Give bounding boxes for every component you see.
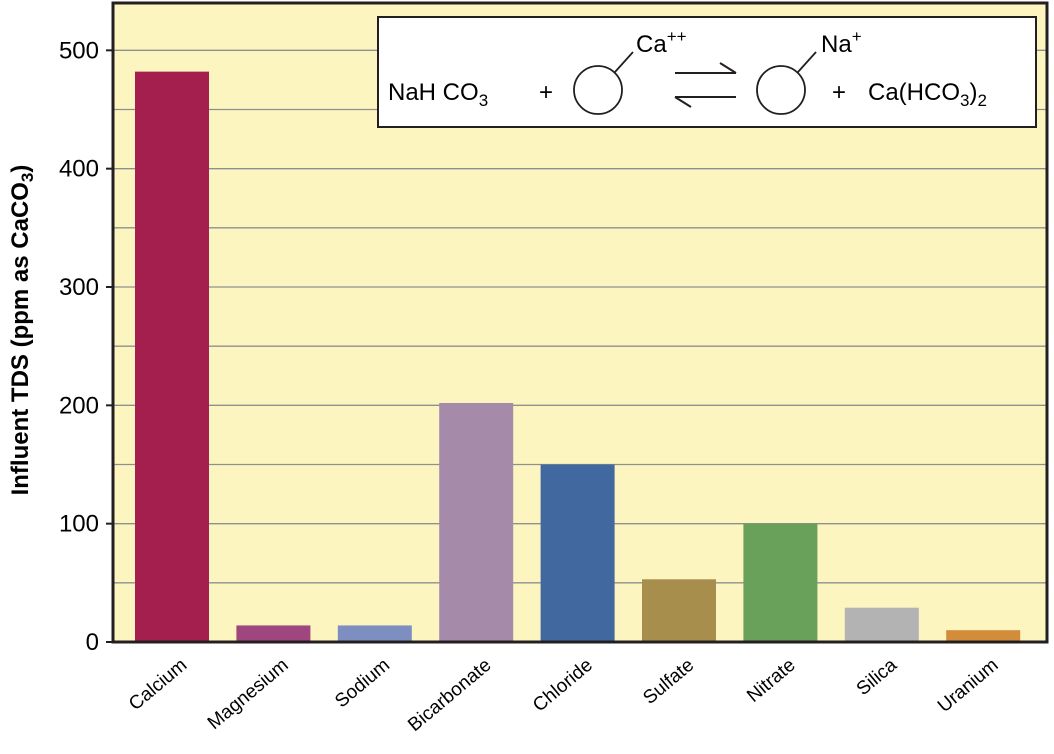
equation-product-sub-2: 2 bbox=[977, 91, 986, 110]
resin-bond-right bbox=[797, 51, 817, 73]
bar-sulfate bbox=[642, 579, 716, 642]
bar-chloride bbox=[540, 464, 615, 642]
equation-reactant: NaH CO3 bbox=[388, 79, 488, 110]
bar-uranium bbox=[946, 630, 1021, 642]
bar-calcium bbox=[135, 71, 209, 643]
x-tick-label-chloride: Chloride bbox=[529, 655, 597, 717]
equation-box: NaH CO3 + Ca++ Na+ + Ca(HCO3)2 bbox=[377, 16, 1037, 128]
resin-ion-left: Ca++ bbox=[636, 27, 687, 58]
x-tick-label-magnesium: Magnesium bbox=[204, 655, 293, 734]
equation-product-sub-1: 3 bbox=[960, 91, 969, 110]
resin-ion-right: Na+ bbox=[821, 27, 862, 58]
x-tick-label-sodium: Sodium bbox=[331, 655, 394, 712]
x-tick-label-bicarbonate: Bicarbonate bbox=[404, 655, 495, 736]
equation-reactant-sub: 3 bbox=[479, 91, 488, 110]
equilibrium-arrows-icon bbox=[674, 62, 737, 108]
equation-product: Ca(HCO3)2 bbox=[868, 79, 987, 110]
x-tick-label-silica: Silica bbox=[853, 654, 902, 700]
bar-nitrate bbox=[743, 523, 818, 642]
plot-frame bbox=[111, 1, 1049, 644]
bar-bicarbonate bbox=[439, 402, 514, 642]
y-axis-ticks: 0 100 200 300 400 500 bbox=[59, 37, 113, 656]
equation-product-text: Ca(HCO bbox=[868, 79, 960, 106]
bar-magnesium bbox=[236, 625, 311, 642]
y-axis-label-sub: 3 bbox=[18, 173, 37, 182]
equation-product-close: ) bbox=[969, 79, 977, 106]
y-axis-label-close: ) bbox=[7, 165, 34, 173]
equation-plus-1: + bbox=[539, 79, 553, 106]
equation-plus-2: + bbox=[832, 79, 846, 106]
y-axis-label-main: Influent TDS (ppm as CaCO bbox=[7, 182, 34, 495]
bar-sodium bbox=[337, 625, 412, 642]
bars bbox=[135, 71, 1021, 643]
resin-ion-right-text: Na bbox=[821, 31, 852, 58]
bar-silica bbox=[844, 607, 919, 642]
y-axis-label: Influent TDS (ppm as CaCO3) bbox=[7, 165, 37, 496]
resin-bond-left bbox=[614, 51, 634, 73]
y-tick-label-0: 0 bbox=[86, 629, 99, 656]
x-tick-label-nitrate: Nitrate bbox=[743, 655, 799, 707]
x-tick-label-calcium: Calcium bbox=[125, 655, 191, 715]
resin-bead-left-icon bbox=[573, 65, 623, 115]
y-tick-label-400: 400 bbox=[59, 156, 99, 183]
x-tick-label-sulfate: Sulfate bbox=[639, 655, 698, 709]
equation-reactant-text: NaH CO bbox=[388, 79, 479, 106]
x-axis-labels: Calcium Magnesium Sodium Bicarbonate Chlorid… bbox=[125, 654, 1002, 736]
y-tick-label-300: 300 bbox=[59, 274, 99, 301]
x-tick-label-uranium: Uranium bbox=[934, 655, 1003, 717]
resin-ion-right-charge: + bbox=[852, 27, 862, 46]
y-tick-label-500: 500 bbox=[59, 37, 99, 64]
resin-ion-left-text: Ca bbox=[636, 31, 667, 58]
y-tick-label-100: 100 bbox=[59, 511, 99, 538]
resin-ion-left-charge: ++ bbox=[667, 27, 687, 46]
resin-bead-right-icon bbox=[756, 65, 806, 115]
y-tick-label-200: 200 bbox=[59, 392, 99, 419]
